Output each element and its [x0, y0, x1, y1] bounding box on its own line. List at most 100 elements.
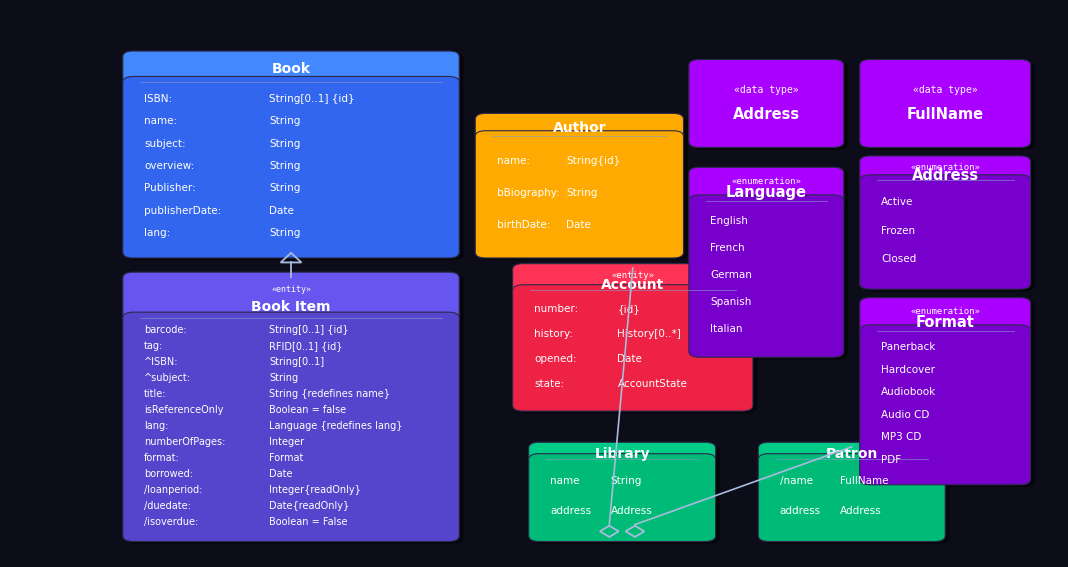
Text: Language: Language [726, 185, 806, 200]
FancyBboxPatch shape [123, 51, 459, 88]
Text: ^subject:: ^subject: [144, 373, 191, 383]
Text: /loanperiod:: /loanperiod: [144, 485, 203, 495]
Text: History[0..*]: History[0..*] [617, 329, 681, 339]
Text: Date: Date [617, 354, 642, 364]
FancyBboxPatch shape [127, 53, 464, 260]
Text: String: String [269, 184, 300, 193]
Text: Spanish: Spanish [710, 297, 752, 307]
Text: name:: name: [497, 155, 530, 166]
Text: «entity»: «entity» [611, 271, 655, 280]
Text: Date: Date [269, 206, 294, 216]
FancyBboxPatch shape [693, 170, 848, 359]
FancyBboxPatch shape [513, 285, 753, 411]
FancyBboxPatch shape [864, 62, 1035, 150]
Text: Account: Account [601, 277, 664, 291]
FancyBboxPatch shape [860, 60, 1031, 147]
Text: MP3 CD: MP3 CD [881, 433, 922, 442]
Text: Integer{readOnly}: Integer{readOnly} [269, 485, 361, 495]
Text: FullName: FullName [841, 476, 889, 486]
FancyBboxPatch shape [689, 195, 844, 357]
Text: isReferenceOnly: isReferenceOnly [144, 405, 223, 415]
Text: Author: Author [552, 121, 607, 135]
FancyBboxPatch shape [763, 445, 949, 544]
Text: «enumeration»: «enumeration» [910, 307, 980, 316]
Text: Format: Format [269, 453, 303, 463]
Text: String: String [269, 139, 300, 149]
Text: Address: Address [841, 506, 882, 516]
Text: French: French [710, 243, 744, 253]
Text: Address: Address [912, 168, 978, 183]
Text: String: String [611, 476, 642, 486]
FancyBboxPatch shape [860, 298, 1031, 336]
FancyBboxPatch shape [475, 113, 684, 142]
Text: lang:: lang: [144, 229, 171, 238]
Text: title:: title: [144, 389, 167, 399]
Text: Patron: Patron [826, 447, 878, 460]
Text: ^ISBN:: ^ISBN: [144, 357, 178, 367]
Text: Hardcover: Hardcover [881, 365, 936, 375]
Text: Language {redefines lang}: Language {redefines lang} [269, 421, 403, 431]
Text: FullName: FullName [907, 108, 984, 122]
Text: ISBN:: ISBN: [144, 94, 172, 104]
FancyBboxPatch shape [123, 312, 459, 541]
Text: «data type»: «data type» [913, 84, 977, 95]
Text: Library: Library [594, 447, 650, 460]
FancyBboxPatch shape [758, 454, 945, 541]
FancyBboxPatch shape [693, 62, 848, 150]
Text: bBiography:: bBiography: [497, 188, 560, 198]
Text: RFID[0..1] {id}: RFID[0..1] {id} [269, 341, 343, 351]
Text: English: English [710, 216, 748, 226]
Text: Frozen: Frozen [881, 226, 915, 235]
Text: Date: Date [269, 469, 293, 479]
FancyBboxPatch shape [517, 266, 757, 413]
Text: /duedate:: /duedate: [144, 501, 191, 511]
Text: Audio CD: Audio CD [881, 410, 929, 420]
Text: String {redefines name}: String {redefines name} [269, 389, 390, 399]
FancyBboxPatch shape [123, 77, 459, 258]
Text: overview:: overview: [144, 161, 194, 171]
Text: Publisher:: Publisher: [144, 184, 195, 193]
Text: German: German [710, 270, 752, 280]
Text: String: String [269, 373, 298, 383]
Text: «enumeration»: «enumeration» [910, 163, 980, 172]
Text: Book Item: Book Item [251, 299, 331, 314]
FancyBboxPatch shape [533, 445, 720, 544]
Text: Date{readOnly}: Date{readOnly} [269, 501, 349, 511]
Text: «enumeration»: «enumeration» [732, 177, 801, 186]
Text: address: address [550, 506, 592, 516]
Text: String: String [269, 161, 300, 171]
FancyBboxPatch shape [529, 442, 716, 465]
Text: AccountState: AccountState [617, 379, 688, 389]
Text: String: String [566, 188, 598, 198]
Text: subject:: subject: [144, 139, 186, 149]
FancyBboxPatch shape [513, 264, 753, 296]
FancyBboxPatch shape [860, 175, 1031, 289]
Text: Integer: Integer [269, 437, 304, 447]
Text: PDF: PDF [881, 455, 901, 465]
Text: publisherDate:: publisherDate: [144, 206, 221, 216]
Text: String[0..1]: String[0..1] [269, 357, 324, 367]
Text: tag:: tag: [144, 341, 163, 351]
FancyBboxPatch shape [123, 272, 459, 324]
FancyBboxPatch shape [860, 156, 1031, 186]
Text: numberOfPages:: numberOfPages: [144, 437, 225, 447]
Text: Boolean = False: Boolean = False [269, 517, 347, 527]
Text: borrowed:: borrowed: [144, 469, 193, 479]
Text: {id}: {id} [617, 304, 641, 314]
Text: address: address [780, 506, 821, 516]
Text: String: String [269, 229, 300, 238]
Text: lang:: lang: [144, 421, 169, 431]
FancyBboxPatch shape [127, 274, 464, 544]
Text: Boolean = false: Boolean = false [269, 405, 346, 415]
Text: Audiobook: Audiobook [881, 387, 937, 397]
FancyBboxPatch shape [529, 454, 716, 541]
FancyBboxPatch shape [758, 442, 945, 465]
Text: opened:: opened: [534, 354, 577, 364]
Text: Book: Book [271, 62, 311, 77]
Text: birthDate:: birthDate: [497, 220, 550, 230]
Text: format:: format: [144, 453, 179, 463]
FancyBboxPatch shape [864, 158, 1035, 291]
Text: Panerback: Panerback [881, 342, 936, 353]
Text: name: name [550, 476, 580, 486]
Text: number:: number: [534, 304, 578, 314]
